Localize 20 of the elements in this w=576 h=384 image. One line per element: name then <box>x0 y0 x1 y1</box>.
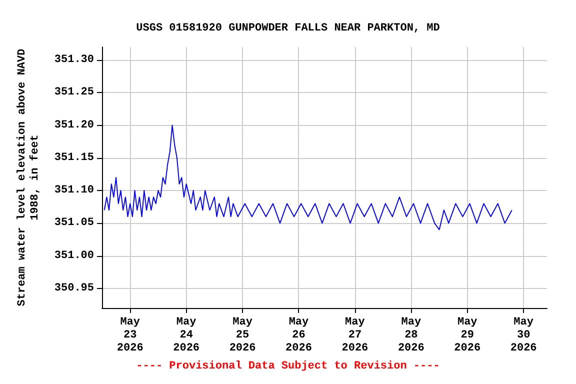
line-series <box>104 124 512 230</box>
chart-title: USGS 01581920 GUNPOWDER FALLS NEAR PARKTON, MD <box>136 22 440 34</box>
y-tick-label: 351.05 <box>54 217 94 230</box>
x-tick-label: May 24 2026 <box>173 316 200 354</box>
y-tick-label: 351.30 <box>54 54 94 66</box>
y-tick-label: 351.25 <box>54 86 94 99</box>
x-tick-label: May 23 2026 <box>116 316 144 354</box>
y-tick-label: 351.10 <box>54 184 94 197</box>
text: ---- Provisional Data Subject to Revision ---- <box>136 360 440 372</box>
x-tick-label: May 27 2026 <box>342 316 368 354</box>
x-tick-label: May 28 2026 <box>398 316 424 354</box>
x-tick-label: May 25 2026 <box>229 316 256 354</box>
y-tick-label: 351.20 <box>54 119 94 132</box>
x-tick-label: May 26 2026 <box>286 316 312 354</box>
y-tick-label: 350.95 <box>54 282 94 294</box>
y-tick-label: 351.15 <box>54 152 94 164</box>
y-tick-label: 351.00 <box>54 250 94 262</box>
x-tick-label: May 30 2026 <box>510 316 537 354</box>
y-axis-title: Stream water level elevation above NAVD 1988, in feet <box>16 48 42 306</box>
x-tick-label: May 29 2026 <box>454 316 481 354</box>
